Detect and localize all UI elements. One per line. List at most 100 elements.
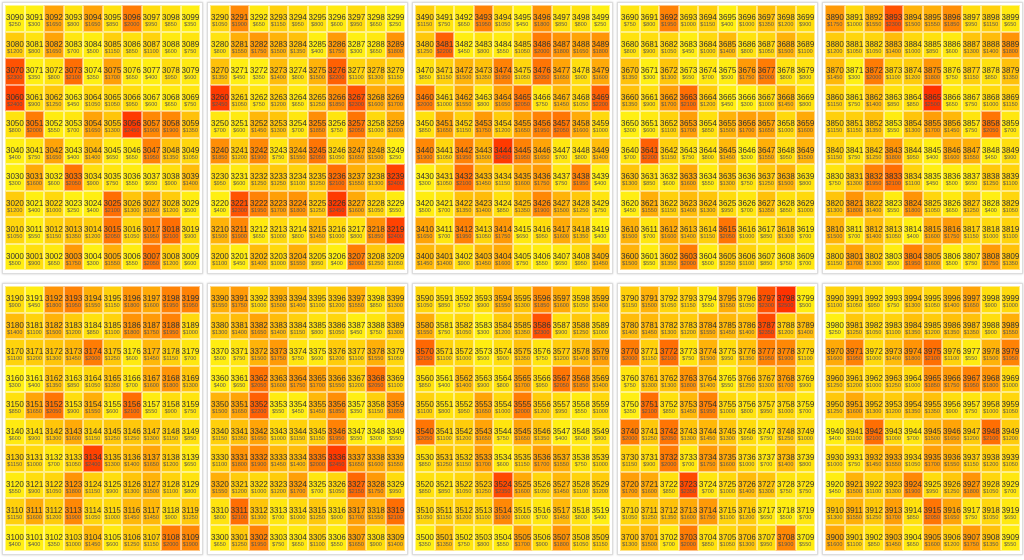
cell-id: 3803 xyxy=(884,251,903,261)
cell-price: $550 xyxy=(389,435,402,442)
cell: 3626 $700 xyxy=(737,190,757,217)
cell: 3451 $1650 xyxy=(434,111,454,138)
cell-price: $1600 xyxy=(387,128,403,134)
cell-price: $1000 xyxy=(983,409,999,415)
cell: 3643 $750 xyxy=(678,137,698,164)
cell-price: $2000 xyxy=(680,541,696,548)
cell-id: 3601 xyxy=(640,251,659,261)
cell-id: 3582 xyxy=(455,320,473,330)
cell-id: 3978 xyxy=(982,347,1000,356)
cell-price: $1800 xyxy=(124,329,140,336)
cell-price: $1350 xyxy=(924,409,940,415)
cell-id: 3535 xyxy=(513,453,532,462)
cell-id: 3951 xyxy=(845,400,864,409)
cell: 3694 $1150 xyxy=(698,5,718,32)
cell-id: 3523 xyxy=(474,479,493,489)
cell: 3979 $1950 xyxy=(1000,339,1020,366)
cell: 3743 $1300 xyxy=(678,418,698,445)
cell-id: 3483 xyxy=(474,39,493,49)
cell-price: $1000 xyxy=(866,382,882,389)
cell-id: 3546 xyxy=(533,426,551,436)
cell-id: 3953 xyxy=(884,400,903,409)
cell: 3275 $1500 xyxy=(307,58,327,85)
cell: 3495 $450 xyxy=(512,5,532,32)
cell-id: 3048 xyxy=(162,145,180,155)
cell-price: $550 xyxy=(8,488,21,495)
cell-price: $1000 xyxy=(592,409,608,415)
cell-id: 3512 xyxy=(455,506,473,515)
cell: 3030 $300 xyxy=(5,164,25,191)
cell-id: 3146 xyxy=(123,426,141,436)
cell-id: 3744 xyxy=(699,426,717,436)
cell-price: $500 xyxy=(945,181,958,187)
cell-price: $850 xyxy=(701,541,714,548)
cell-price: $650 xyxy=(369,48,382,55)
cell-id: 3532 xyxy=(455,453,473,462)
cell: 3392 $1000 xyxy=(249,286,269,313)
cell-id: 3296 xyxy=(328,13,346,22)
cell: 3175 $1250 xyxy=(102,339,122,366)
cell-id: 3811 xyxy=(845,225,863,234)
cell-id: 3160 xyxy=(6,373,24,383)
cell: 3757 $950 xyxy=(756,392,776,419)
cell-id: 3875 xyxy=(923,66,942,75)
cell-price: $900 xyxy=(184,234,197,240)
cell: 3374 $750 xyxy=(288,339,308,366)
cell: 3822 $1400 xyxy=(864,190,884,217)
cell: 3179 $700 xyxy=(180,339,200,366)
cell-id: 3842 xyxy=(865,145,883,155)
cell: 3076 $650 xyxy=(122,58,142,85)
cell-id: 3736 xyxy=(738,453,756,462)
cell-id: 3756 xyxy=(738,400,756,409)
cell-id: 3671 xyxy=(640,66,659,75)
cell-id: 3327 xyxy=(347,479,366,489)
cell-id: 3698 xyxy=(777,13,795,22)
cell: 3750 $350 xyxy=(620,392,640,419)
cell-price: $2100 xyxy=(329,181,345,187)
cell: 3774 $1500 xyxy=(698,339,718,366)
cell-price: $1000 xyxy=(778,128,794,134)
cell-id: 3410 xyxy=(416,225,434,234)
cell-id: 3568 xyxy=(572,373,590,383)
cell: 3158 $900 xyxy=(161,392,181,419)
cell: 3920 $450 xyxy=(825,471,845,498)
cell-id: 3569 xyxy=(591,373,610,383)
cell-id: 3414 xyxy=(494,225,512,234)
cell-price: $2050 xyxy=(46,409,62,415)
cell-id: 3408 xyxy=(572,251,590,261)
cell-price: $550 xyxy=(799,541,812,548)
cell-id: 3043 xyxy=(64,145,83,155)
cell: 3559 $1000 xyxy=(590,392,610,419)
cell-id: 3452 xyxy=(455,119,473,128)
cell-id: 3893 xyxy=(884,13,903,22)
cell: 3471 $1150 xyxy=(434,58,454,85)
cell-id: 3666 xyxy=(738,92,756,102)
cell-price: $2050 xyxy=(65,181,81,187)
cell: 3991 $1050 xyxy=(844,286,864,313)
cell-id: 3067 xyxy=(142,92,161,102)
cell: 3751 $2100 xyxy=(639,392,659,419)
cell-price: $700 xyxy=(272,515,285,521)
cell: 3725 $1000 xyxy=(717,471,737,498)
cell: 3402 $900 xyxy=(454,243,474,270)
cell: 3477 $1650 xyxy=(551,58,571,85)
cell-id: 3766 xyxy=(738,373,756,383)
cell: 3112 $1200 xyxy=(44,498,64,525)
cell-price: $1500 xyxy=(622,260,638,267)
cell-price: $950 xyxy=(760,541,773,548)
cell-id: 3486 xyxy=(533,39,551,49)
cell-price: $2100 xyxy=(885,181,901,187)
cell-id: 3796 xyxy=(738,294,756,303)
cell-price: $1350 xyxy=(231,435,247,442)
cell: 3232 $1250 xyxy=(249,164,269,191)
cell: 3732 $2000 xyxy=(659,445,679,472)
cell-price: $2000 xyxy=(622,356,638,362)
cell: 3940 $400 xyxy=(825,418,845,445)
cell-price: $1150 xyxy=(592,541,608,548)
cell: 3562 $1400 xyxy=(454,365,474,392)
cell-price: $900 xyxy=(164,409,177,415)
cell-price: $1350 xyxy=(866,128,882,134)
cell: 3204 $1550 xyxy=(288,243,308,270)
cell: 3957 $750 xyxy=(961,392,981,419)
